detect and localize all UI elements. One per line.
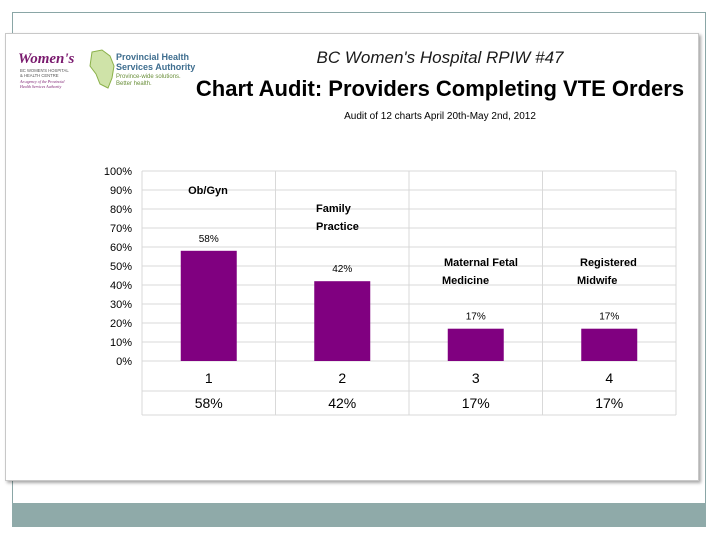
data-label: 17% xyxy=(466,312,486,323)
audit-note: Audit of 12 charts April 20th-May 2nd, 2… xyxy=(344,111,536,122)
y-tick-label: 60% xyxy=(110,242,132,254)
phsa-logo-line4: Better health. xyxy=(116,81,152,87)
y-tick-label: 10% xyxy=(110,337,132,349)
phsa-logo-line3: Province-wide solutions. xyxy=(116,74,181,80)
table-cell: 42% xyxy=(328,395,356,411)
y-tick-label: 40% xyxy=(110,280,132,292)
x-category-label: 1 xyxy=(205,370,213,386)
womens-logo-line1: BC WOMEN'S HOSPITAL xyxy=(20,68,69,73)
provider-annotation: Family xyxy=(316,203,352,215)
y-tick-label: 100% xyxy=(104,166,132,178)
bar xyxy=(581,328,638,361)
table-cell: 58% xyxy=(195,395,223,411)
data-label: 17% xyxy=(599,312,619,323)
phsa-logo: Provincial Health Services Authority Pro… xyxy=(89,49,195,89)
provider-annotation: Ob/Gyn xyxy=(188,185,228,197)
womens-hospital-logo: Women's BC WOMEN'S HOSPITAL & HEALTH CEN… xyxy=(18,51,75,89)
y-tick-label: 80% xyxy=(110,204,132,216)
womens-logo-line4: Health Services Authority xyxy=(19,84,61,89)
phsa-logo-line1: Provincial Health xyxy=(116,52,189,62)
provider-annotation: Maternal Fetal xyxy=(444,257,518,269)
footer-band xyxy=(12,503,706,527)
y-tick-label: 20% xyxy=(110,318,132,330)
table-cell: 17% xyxy=(595,395,623,411)
slide-subtitle: BC Women's Hospital RPIW #47 xyxy=(316,48,564,67)
bar xyxy=(314,281,371,361)
slide-panel xyxy=(5,33,699,481)
data-label: 42% xyxy=(332,264,352,275)
provider-annotation: Medicine xyxy=(442,275,489,287)
provider-annotation: Midwife xyxy=(577,275,617,287)
table-cell: 17% xyxy=(462,395,490,411)
y-tick-label: 0% xyxy=(116,356,132,368)
bar xyxy=(180,250,237,361)
data-label: 58% xyxy=(199,234,219,245)
phsa-logo-line2: Services Authority xyxy=(116,62,195,72)
womens-logo-name: Women's xyxy=(18,51,75,67)
bc-map-icon xyxy=(89,49,115,89)
y-tick-label: 50% xyxy=(110,261,132,273)
womens-logo-line3: An agency of the Provincial xyxy=(19,79,65,84)
provider-annotation: Practice xyxy=(316,221,359,233)
y-tick-label: 90% xyxy=(110,185,132,197)
provider-annotation: Registered xyxy=(580,257,637,269)
womens-logo-line2: & HEALTH CENTRE xyxy=(20,73,59,78)
x-category-label: 4 xyxy=(605,370,613,386)
y-tick-label: 70% xyxy=(110,223,132,235)
slide-title: Chart Audit: Providers Completing VTE Or… xyxy=(195,76,685,101)
y-tick-label: 30% xyxy=(110,299,132,311)
x-category-label: 3 xyxy=(472,370,480,386)
x-category-label: 2 xyxy=(338,370,346,386)
bar xyxy=(447,328,504,361)
